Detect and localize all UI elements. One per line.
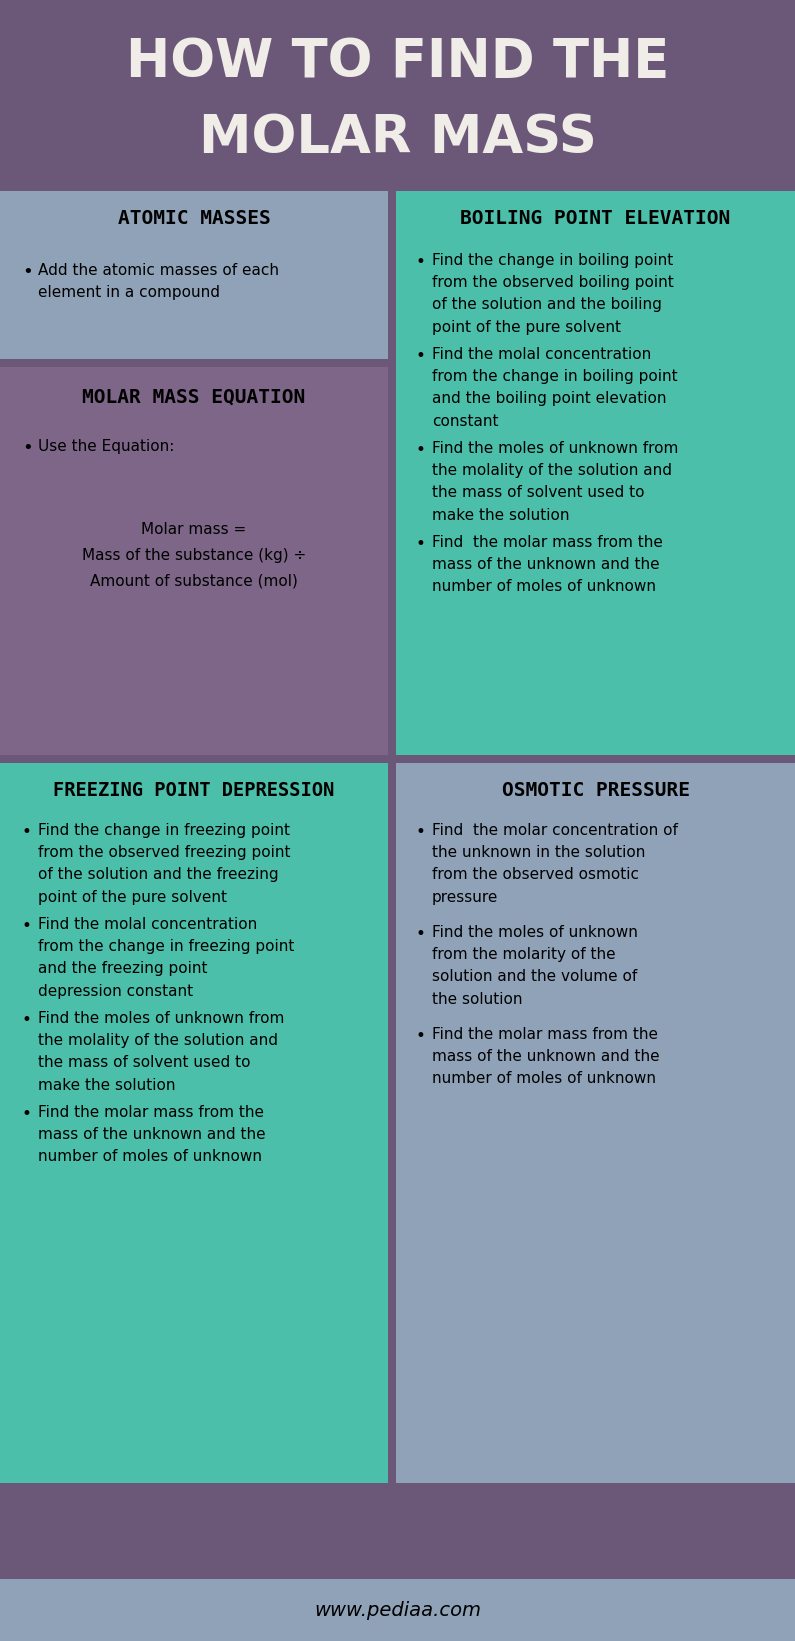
Text: •: • xyxy=(22,917,32,935)
Text: Molar mass =
Mass of the substance (kg) ÷
Amount of substance (mol): Molar mass = Mass of the substance (kg) … xyxy=(82,522,306,589)
Text: •: • xyxy=(22,263,33,281)
Text: •: • xyxy=(416,1027,426,1045)
Text: Find  the molar mass from the
mass of the unknown and the
number of moles of unk: Find the molar mass from the mass of the… xyxy=(432,535,663,594)
Bar xyxy=(0,0,795,184)
Text: •: • xyxy=(416,346,426,364)
Bar xyxy=(0,190,388,359)
Text: www.pediaa.com: www.pediaa.com xyxy=(314,1600,481,1620)
Text: Find  the molar concentration of
the unknown in the solution
from the observed o: Find the molar concentration of the unkn… xyxy=(432,824,678,904)
Text: Find the molar mass from the
mass of the unknown and the
number of moles of unkn: Find the molar mass from the mass of the… xyxy=(38,1104,266,1165)
Text: Use the Equation:: Use the Equation: xyxy=(38,440,174,455)
Text: MOLAR MASS: MOLAR MASS xyxy=(199,112,596,164)
Text: •: • xyxy=(416,253,426,271)
Text: Find the change in freezing point
from the observed freezing point
of the soluti: Find the change in freezing point from t… xyxy=(38,824,290,904)
Text: •: • xyxy=(22,440,33,456)
Text: Add the atomic masses of each
element in a compound: Add the atomic masses of each element in… xyxy=(38,263,279,300)
Text: HOW TO FIND THE: HOW TO FIND THE xyxy=(126,36,669,89)
Text: •: • xyxy=(22,1104,32,1122)
Text: Find the moles of unknown from
the molality of the solution and
the mass of solv: Find the moles of unknown from the molal… xyxy=(432,441,678,522)
Text: •: • xyxy=(416,926,426,944)
Text: Find the molar mass from the
mass of the unknown and the
number of moles of unkn: Find the molar mass from the mass of the… xyxy=(432,1027,660,1086)
Text: BOILING POINT ELEVATION: BOILING POINT ELEVATION xyxy=(460,210,731,228)
Text: Find the moles of unknown from
the molality of the solution and
the mass of solv: Find the moles of unknown from the molal… xyxy=(38,1011,285,1093)
Text: Find the molal concentration
from the change in boiling point
and the boiling po: Find the molal concentration from the ch… xyxy=(432,346,677,428)
Text: ATOMIC MASSES: ATOMIC MASSES xyxy=(118,210,270,228)
Bar xyxy=(0,368,388,755)
Bar xyxy=(0,763,388,1483)
Bar xyxy=(0,1579,795,1641)
Text: Find the change in boiling point
from the observed boiling point
of the solution: Find the change in boiling point from th… xyxy=(432,253,673,335)
Bar xyxy=(396,763,795,1483)
Text: Find the moles of unknown
from the molarity of the
solution and the volume of
th: Find the moles of unknown from the molar… xyxy=(432,926,638,1006)
Text: OSMOTIC PRESSURE: OSMOTIC PRESSURE xyxy=(502,781,689,801)
Text: •: • xyxy=(416,535,426,553)
Bar xyxy=(396,190,795,755)
Text: FREEZING POINT DEPRESSION: FREEZING POINT DEPRESSION xyxy=(53,781,335,801)
Text: MOLAR MASS EQUATION: MOLAR MASS EQUATION xyxy=(83,387,305,407)
Text: •: • xyxy=(22,1011,32,1029)
Text: •: • xyxy=(416,441,426,459)
Text: •: • xyxy=(22,824,32,840)
Text: •: • xyxy=(416,824,426,840)
Text: Find the molal concentration
from the change in freezing point
and the freezing : Find the molal concentration from the ch… xyxy=(38,917,294,999)
